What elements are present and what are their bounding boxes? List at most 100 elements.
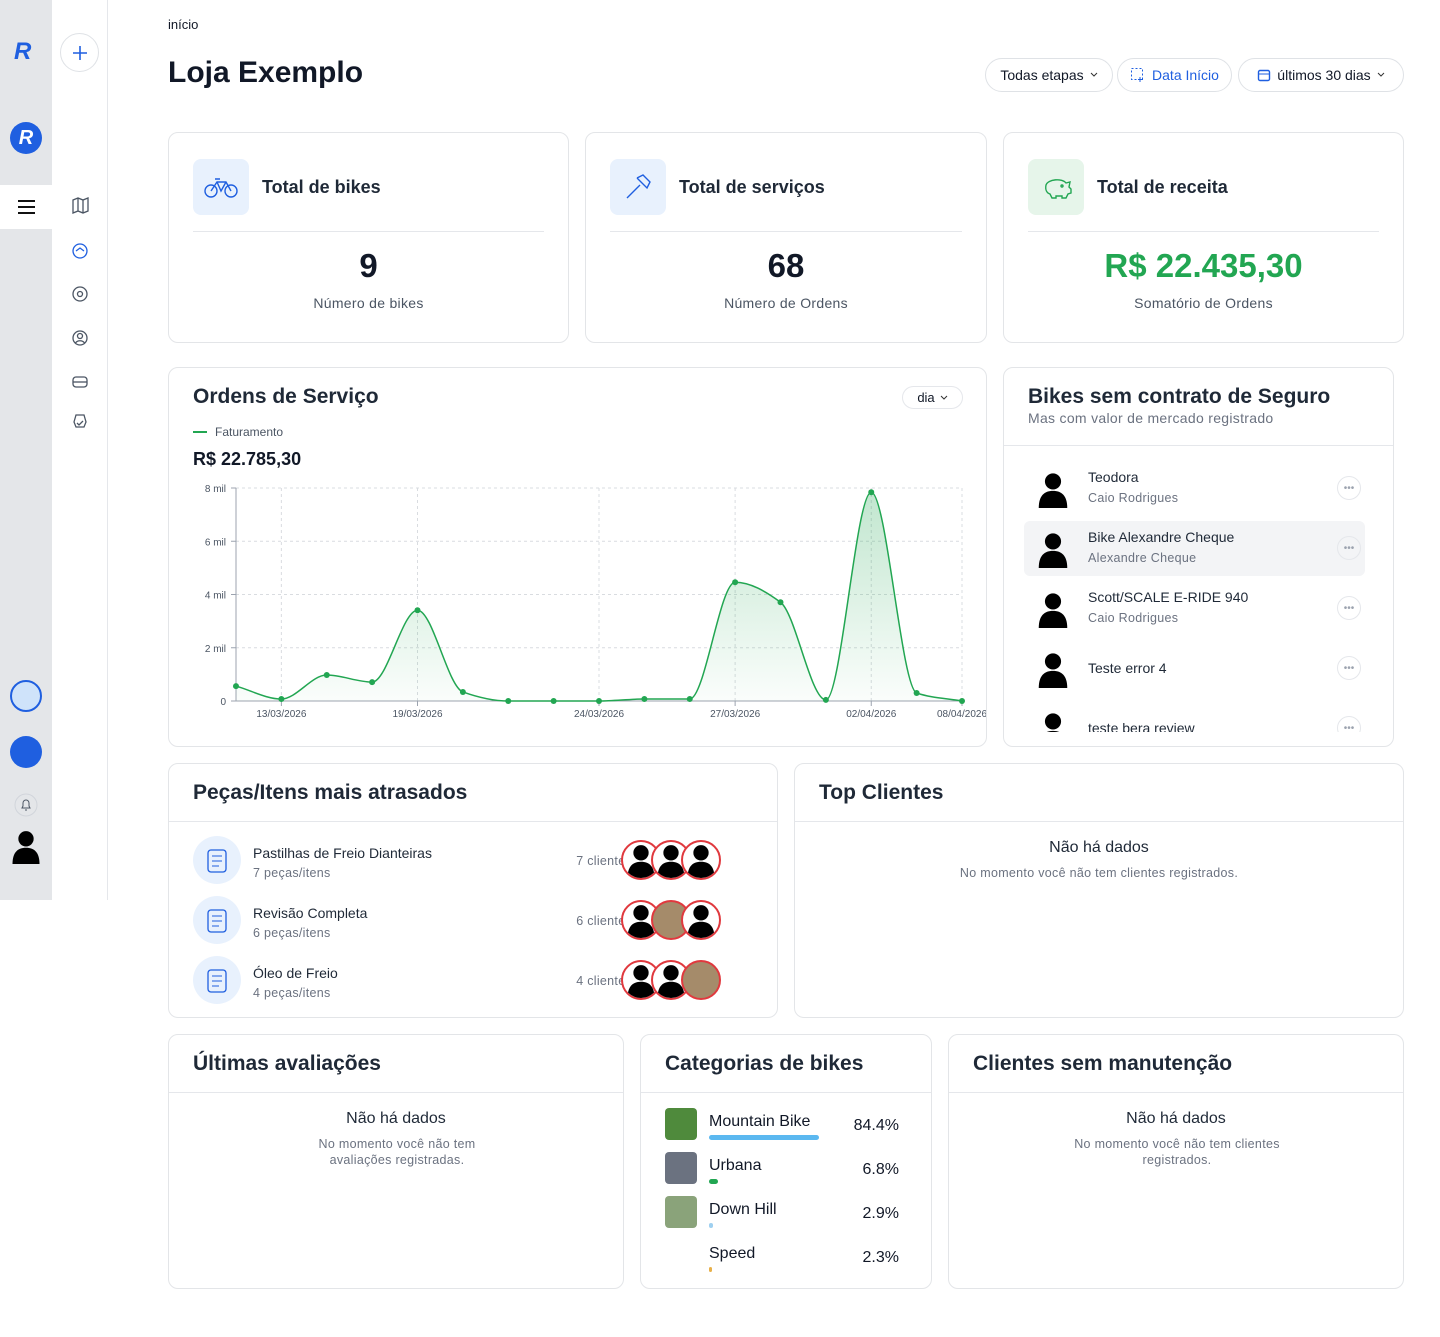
empty-message: No momento você não tem avaliações regis…	[318, 1137, 476, 1167]
chevron	[940, 395, 948, 400]
category-name: Mountain Bike	[709, 1113, 811, 1130]
category-bar	[709, 1267, 712, 1272]
client-avatar	[681, 960, 721, 1000]
more-button[interactable]: •••	[1337, 536, 1361, 560]
stat-title: Total de receita	[1097, 177, 1228, 197]
stat-caption: Número de Ordens	[724, 295, 848, 311]
categories-card: Categorias de bikes Mountain Bike 84.4% …	[640, 1034, 932, 1289]
divider	[169, 1092, 623, 1093]
category-thumb	[665, 1196, 697, 1228]
part-clients: 6 clientes	[576, 914, 632, 928]
add-button[interactable]	[60, 33, 99, 72]
more-button[interactable]: •••	[1337, 476, 1361, 500]
more-button[interactable]: •••	[1337, 716, 1361, 732]
user-avatar[interactable]	[8, 828, 44, 864]
empty-title: Não há dados	[1126, 1110, 1226, 1127]
menu-toggle[interactable]	[0, 185, 52, 229]
nav-icons[interactable]	[66, 192, 94, 442]
plus-icon	[72, 45, 87, 60]
card-title: Peças/Itens mais atrasados	[193, 781, 468, 804]
filter-label: Todas etapas	[1000, 67, 1084, 83]
chevron	[1090, 72, 1097, 77]
filter-label: últimos 30 dias	[1277, 67, 1371, 83]
part-clients: 4 clientes	[576, 974, 632, 988]
empty-title: Não há dados	[1049, 839, 1149, 856]
bike-name: Teodora	[1088, 469, 1139, 485]
orders-card: Ordens de Serviço dia Faturamento R$ 22.…	[168, 367, 987, 747]
category-percent: 2.3%	[862, 1249, 899, 1266]
y-tick-label: 4 mil	[205, 591, 226, 602]
stat-caption: Somatório de Ordens	[1134, 295, 1273, 311]
category-bar	[709, 1135, 819, 1140]
bike-avatar	[1034, 589, 1072, 629]
bike-name: Scott/SCALE E-RIDE 940	[1088, 589, 1249, 605]
card-title: Top Clientes	[819, 781, 944, 804]
empty-title: Não há dados	[346, 1110, 446, 1127]
period-label: dia	[917, 390, 935, 405]
calendar-icon	[1258, 69, 1271, 82]
bike-row[interactable]: Teodora Caio Rodrigues •••	[1024, 461, 1365, 516]
part-glyph	[207, 969, 227, 993]
uninsured-card: Bikes sem contrato de Seguro Mas com val…	[1003, 367, 1394, 747]
top-clients-card: Top Clientes Não há dados No momento voc…	[794, 763, 1404, 1018]
stat-card: Total de serviços 68 Número de Ordens	[585, 132, 987, 343]
menu-icon	[18, 200, 35, 214]
breadcrumb[interactable]: início	[168, 17, 199, 32]
finance-shortcut[interactable]	[10, 680, 42, 712]
notifications[interactable]	[14, 793, 38, 817]
page-title: Loja Exemplo	[168, 56, 364, 89]
empty-message: No momento você não tem clientes registr…	[1074, 1137, 1280, 1167]
bike-row[interactable]: Scott/SCALE E-RIDE 940 Caio Rodrigues ••…	[1024, 581, 1365, 636]
category-bar	[709, 1223, 713, 1228]
divider	[1028, 231, 1379, 232]
empty-message: No momento você não tem clientes registr…	[959, 866, 1239, 880]
point	[596, 698, 602, 704]
chevron	[1377, 72, 1385, 77]
category-thumb	[665, 1108, 697, 1140]
bike-avatar	[1034, 529, 1072, 569]
part-glyph	[207, 909, 227, 933]
y-tick-label: 8 mil	[205, 484, 226, 495]
period-filter[interactable]: últimos 30 dias	[1238, 58, 1404, 92]
part-row: Revisão Completa 6 peças/itens 6 cliente…	[169, 896, 777, 944]
part-name: Pastilhas de Freio Dianteiras	[253, 845, 432, 861]
category-name: Speed	[709, 1245, 756, 1262]
bike-owner: Caio Rodrigues	[1088, 491, 1179, 505]
point	[505, 698, 512, 704]
bike-row[interactable]: Bike Alexandre Cheque Alexandre Cheque •…	[1024, 521, 1365, 576]
bike-name: Teste error 4	[1088, 660, 1167, 676]
x-tick-label: 19/03/2026	[392, 709, 442, 720]
period-select[interactable]: dia	[902, 386, 963, 409]
stat-title: Total de bikes	[262, 177, 381, 197]
card-title: Bikes sem contrato de Seguro	[1028, 385, 1331, 408]
part-icon	[193, 896, 241, 944]
qr-shortcut[interactable]	[10, 736, 42, 768]
date-filter[interactable]: Data Início	[1117, 58, 1232, 92]
bike-row[interactable]: Teste error 4 •••	[1024, 641, 1365, 696]
bike-name: Bike Alexandre Cheque	[1088, 529, 1235, 545]
stat-icon	[610, 159, 666, 215]
part-clients: 7 clientes	[576, 854, 632, 868]
card-title: Ordens de Serviço	[193, 385, 379, 408]
point	[323, 672, 330, 679]
bike-owner: Alexandre Cheque	[1088, 551, 1197, 565]
stat-card: Total de receita R$ 22.435,30 Somatório …	[1003, 132, 1404, 343]
point	[278, 696, 285, 703]
bike-row[interactable]: teste bera review •••	[1024, 701, 1365, 732]
logo-badge[interactable]: R	[10, 122, 42, 154]
category-percent: 6.8%	[862, 1161, 899, 1178]
point	[777, 599, 784, 606]
divider	[949, 1092, 1403, 1093]
piggy-icon	[1045, 179, 1072, 199]
reviews-card: Últimas avaliações Não há dados No momen…	[168, 1034, 624, 1289]
point	[369, 679, 376, 686]
more-button[interactable]: •••	[1337, 596, 1361, 620]
x-tick-label: 08/04/2026	[937, 709, 986, 720]
legend-swatch	[193, 431, 207, 433]
stat-title: Total de serviços	[679, 177, 825, 197]
category-row: Down Hill 2.9%	[641, 1196, 931, 1236]
bike-owner: Caio Rodrigues	[1088, 611, 1179, 625]
more-button[interactable]: •••	[1337, 656, 1361, 680]
stage-filter[interactable]: Todas etapas	[985, 58, 1113, 92]
part-quantity: 4 peças/itens	[253, 986, 331, 1000]
